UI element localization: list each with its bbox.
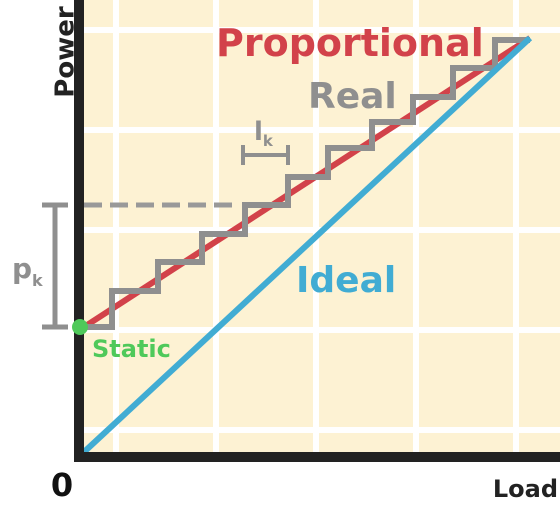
p-sub: k bbox=[32, 271, 43, 290]
static-point bbox=[72, 319, 88, 335]
p-label: pk bbox=[12, 252, 43, 290]
real-staircase bbox=[84, 37, 530, 330]
p-main: p bbox=[12, 252, 32, 285]
origin-label: 0 bbox=[51, 466, 73, 504]
x-axis-label: Load bbox=[493, 475, 558, 503]
l-main: l bbox=[254, 117, 263, 147]
grid bbox=[84, 0, 560, 452]
l-label: lk bbox=[254, 117, 274, 150]
y-axis-label: Power bbox=[51, 6, 81, 98]
p-bracket bbox=[42, 202, 68, 330]
y-axis bbox=[74, 0, 84, 462]
proportional-label: Proportional bbox=[216, 21, 484, 65]
real-label: Real bbox=[308, 76, 397, 117]
l-bracket bbox=[241, 145, 290, 165]
ideal-label: Ideal bbox=[296, 260, 396, 301]
static-label: Static bbox=[92, 335, 171, 363]
ideal-line bbox=[81, 35, 533, 455]
l-sub: k bbox=[263, 132, 274, 150]
x-axis bbox=[74, 452, 560, 462]
